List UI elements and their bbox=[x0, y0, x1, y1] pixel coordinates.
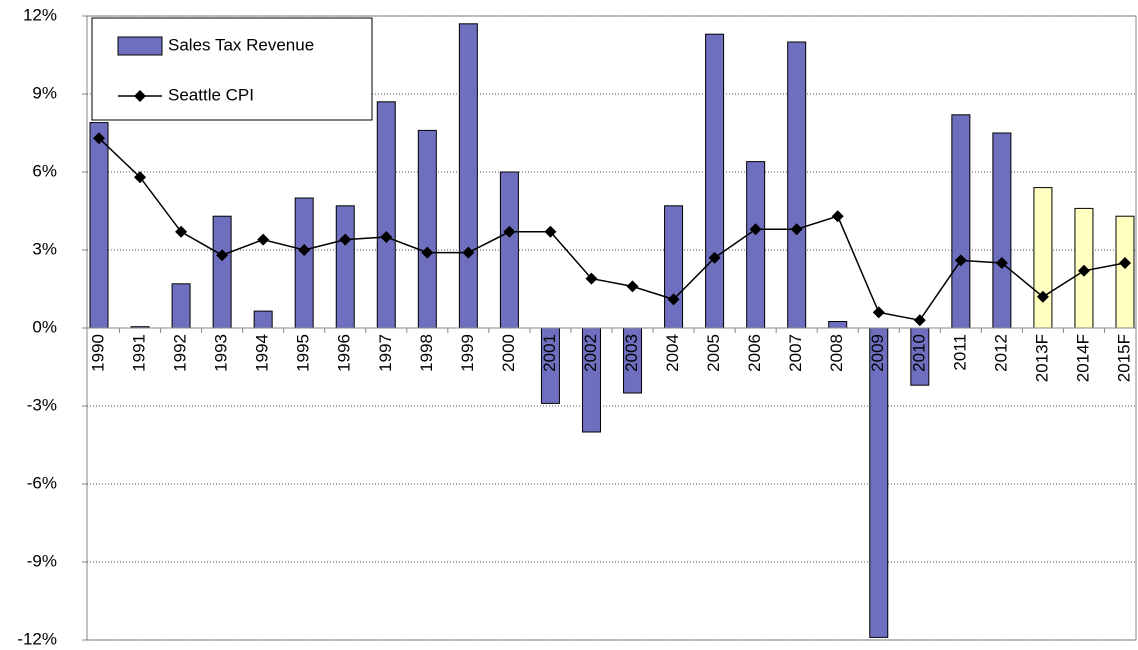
line bbox=[98, 137, 1126, 322]
legend-label: Sales Tax Revenue bbox=[168, 35, 314, 54]
x-tick-label: 1990 bbox=[88, 334, 107, 372]
line-marker bbox=[749, 223, 762, 236]
y-tick-label: -6% bbox=[27, 473, 57, 492]
y-tick-label: 12% bbox=[23, 5, 57, 24]
bar bbox=[992, 132, 1012, 329]
line-marker bbox=[175, 225, 188, 238]
line-marker bbox=[913, 314, 926, 327]
y-tick-label: 3% bbox=[32, 239, 57, 258]
bar bbox=[1033, 187, 1053, 329]
x-tick-label: 1994 bbox=[253, 334, 272, 372]
line-marker bbox=[1077, 264, 1090, 277]
bar bbox=[499, 171, 519, 329]
bar bbox=[828, 321, 848, 329]
x-tick-label: 2000 bbox=[499, 334, 518, 372]
line-marker bbox=[1036, 290, 1049, 303]
line-marker bbox=[93, 132, 105, 145]
line-marker bbox=[257, 233, 270, 246]
y-tick-label: -12% bbox=[17, 629, 57, 648]
bar bbox=[417, 129, 437, 329]
line-marker bbox=[339, 233, 352, 246]
x-tick-label: 2003 bbox=[622, 334, 641, 372]
bar bbox=[664, 205, 684, 329]
y-tick-label: 0% bbox=[32, 317, 57, 336]
line-marker bbox=[380, 231, 393, 243]
x-tick-label: 2005 bbox=[704, 334, 723, 372]
x-tick-label: 1991 bbox=[130, 334, 149, 372]
bar bbox=[212, 215, 232, 329]
legend-marker bbox=[134, 90, 146, 102]
line-marker bbox=[134, 171, 147, 184]
bar bbox=[458, 23, 478, 329]
legend: Sales Tax Revenue Seattle CPI bbox=[91, 17, 373, 121]
x-tick-label: 1993 bbox=[212, 334, 231, 372]
y-tick-label: 9% bbox=[32, 83, 57, 102]
line-marker bbox=[954, 254, 967, 267]
x-tick-label: 1992 bbox=[171, 334, 190, 372]
x-tick-label: 1996 bbox=[335, 334, 354, 372]
bar bbox=[746, 161, 766, 329]
bar bbox=[705, 33, 725, 329]
x-tick-label: 2015F bbox=[1114, 334, 1133, 382]
bar bbox=[787, 41, 807, 329]
line-marker bbox=[667, 293, 680, 306]
x-tick-label: 2009 bbox=[868, 334, 887, 372]
y-tick-label: -9% bbox=[27, 551, 57, 570]
bar bbox=[1115, 215, 1135, 329]
x-tick-label: 1999 bbox=[458, 334, 477, 372]
bar bbox=[294, 197, 314, 329]
x-tick-label: 2012 bbox=[991, 334, 1010, 372]
legend-box bbox=[91, 17, 373, 121]
x-tick-label: 2013F bbox=[1032, 334, 1051, 382]
x-tick-label: 1995 bbox=[294, 334, 313, 372]
x-tick-label: 2014F bbox=[1073, 334, 1092, 382]
line-marker bbox=[1119, 257, 1131, 269]
x-tick-label: 1997 bbox=[376, 334, 395, 372]
bar bbox=[253, 310, 273, 329]
bar bbox=[171, 283, 191, 329]
x-tick-label: 2001 bbox=[540, 334, 559, 372]
x-tick-label: 2011 bbox=[950, 334, 969, 371]
x-tick-label: 2002 bbox=[581, 334, 600, 372]
line-marker bbox=[831, 210, 844, 223]
legend-label: Seattle CPI bbox=[168, 85, 254, 104]
x-tick-label: 2010 bbox=[909, 334, 928, 372]
line-marker bbox=[872, 306, 885, 319]
y-tick-label: 6% bbox=[32, 161, 57, 180]
x-tick-label: 2004 bbox=[663, 334, 682, 372]
x-tick-label: 2008 bbox=[827, 334, 846, 372]
bar bbox=[376, 101, 396, 329]
line-marker bbox=[216, 249, 229, 262]
line-marker bbox=[626, 280, 639, 293]
line-marker bbox=[585, 272, 598, 285]
line-marker bbox=[544, 225, 557, 238]
bar bbox=[335, 205, 355, 329]
line-marker bbox=[462, 246, 475, 259]
line-marker bbox=[790, 223, 803, 236]
line-marker bbox=[298, 244, 311, 256]
bar bbox=[89, 122, 109, 329]
x-tick-label: 2006 bbox=[745, 334, 764, 372]
line-marker bbox=[503, 225, 516, 238]
bar bbox=[869, 327, 889, 638]
line-marker bbox=[995, 257, 1008, 269]
x-tick-label: 1998 bbox=[417, 334, 436, 372]
line-marker bbox=[421, 246, 434, 259]
line-marker bbox=[708, 251, 721, 264]
legend-swatch bbox=[117, 36, 163, 56]
x-tick-label: 2007 bbox=[786, 334, 805, 372]
y-tick-label: -3% bbox=[27, 395, 57, 414]
bar bbox=[951, 114, 971, 329]
